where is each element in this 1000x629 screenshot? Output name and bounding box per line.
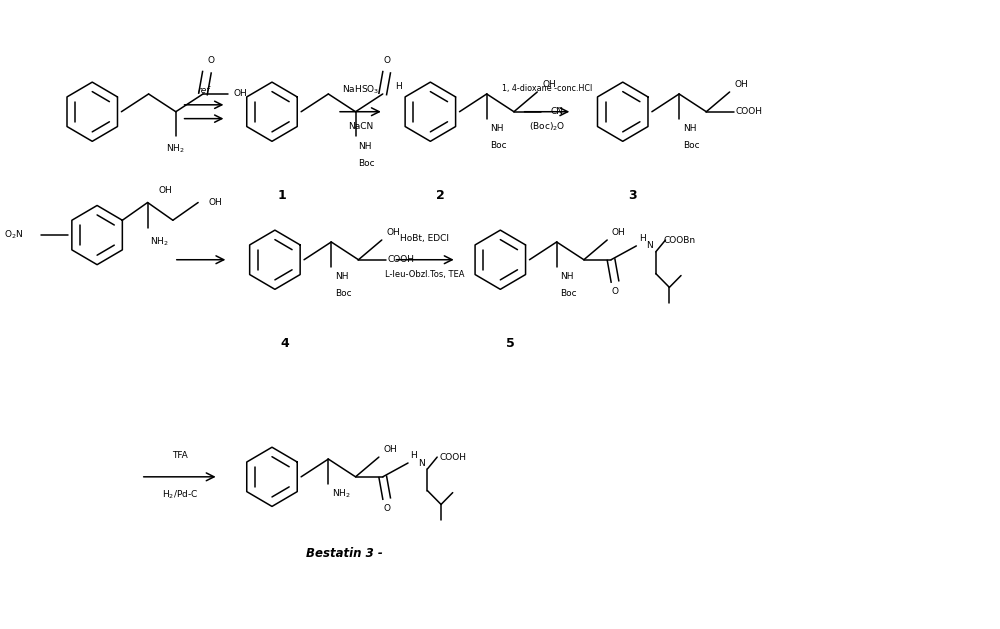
Text: OH: OH: [384, 445, 397, 454]
Text: NaHSO$_3$: NaHSO$_3$: [342, 84, 379, 96]
Text: NH: NH: [335, 272, 349, 281]
Text: COOH: COOH: [736, 107, 763, 116]
Text: NH$_2$: NH$_2$: [332, 487, 351, 500]
Text: NH$_2$: NH$_2$: [166, 143, 185, 155]
Text: Boc: Boc: [561, 289, 577, 298]
Text: 4: 4: [280, 337, 289, 350]
Text: NH: NH: [491, 124, 504, 133]
Text: L-leu-Obzl.Tos, TEA: L-leu-Obzl.Tos, TEA: [385, 270, 464, 279]
Text: O: O: [207, 56, 214, 65]
Text: OH: OH: [387, 228, 400, 237]
Text: CN: CN: [550, 107, 563, 116]
Text: OH: OH: [612, 228, 626, 237]
Text: ref: ref: [198, 86, 210, 94]
Text: 1, 4-dioxane -conc.HCl: 1, 4-dioxane -conc.HCl: [502, 84, 592, 92]
Text: Boc: Boc: [358, 159, 375, 167]
Text: OH: OH: [158, 186, 172, 195]
Text: H: H: [639, 233, 646, 243]
Text: OH: OH: [233, 89, 247, 99]
Text: COOH: COOH: [439, 453, 466, 462]
Text: 5: 5: [506, 337, 514, 350]
Text: O: O: [383, 56, 390, 65]
Text: H: H: [410, 450, 417, 460]
Text: NH: NH: [358, 142, 372, 151]
Text: Boc: Boc: [491, 141, 507, 150]
Text: O: O: [611, 287, 618, 296]
Text: (Boc)$_2$O: (Boc)$_2$O: [529, 120, 565, 133]
Text: COOBn: COOBn: [663, 235, 695, 245]
Text: OH: OH: [209, 198, 222, 207]
Text: O$_2$N: O$_2$N: [4, 229, 23, 242]
Text: TFA: TFA: [172, 450, 188, 460]
Text: 2: 2: [436, 189, 444, 202]
Text: Boc: Boc: [683, 141, 700, 150]
Text: H$_2$/Pd-C: H$_2$/Pd-C: [162, 488, 198, 501]
Text: N: N: [418, 459, 425, 467]
Text: 1: 1: [277, 189, 286, 202]
Text: Bestatin 3 -: Bestatin 3 -: [306, 547, 383, 560]
Text: NH$_2$: NH$_2$: [150, 236, 168, 248]
Text: 3: 3: [628, 189, 637, 202]
Text: NH: NH: [561, 272, 574, 281]
Text: Boc: Boc: [335, 289, 352, 298]
Text: OH: OH: [542, 80, 556, 89]
Text: COOH: COOH: [388, 255, 415, 264]
Text: O: O: [383, 504, 390, 513]
Text: N: N: [647, 242, 653, 250]
Text: NH: NH: [683, 124, 696, 133]
Text: NaCN: NaCN: [348, 122, 373, 131]
Text: H: H: [395, 82, 402, 91]
Text: OH: OH: [734, 80, 748, 89]
Text: HoBt, EDCI: HoBt, EDCI: [400, 233, 449, 243]
